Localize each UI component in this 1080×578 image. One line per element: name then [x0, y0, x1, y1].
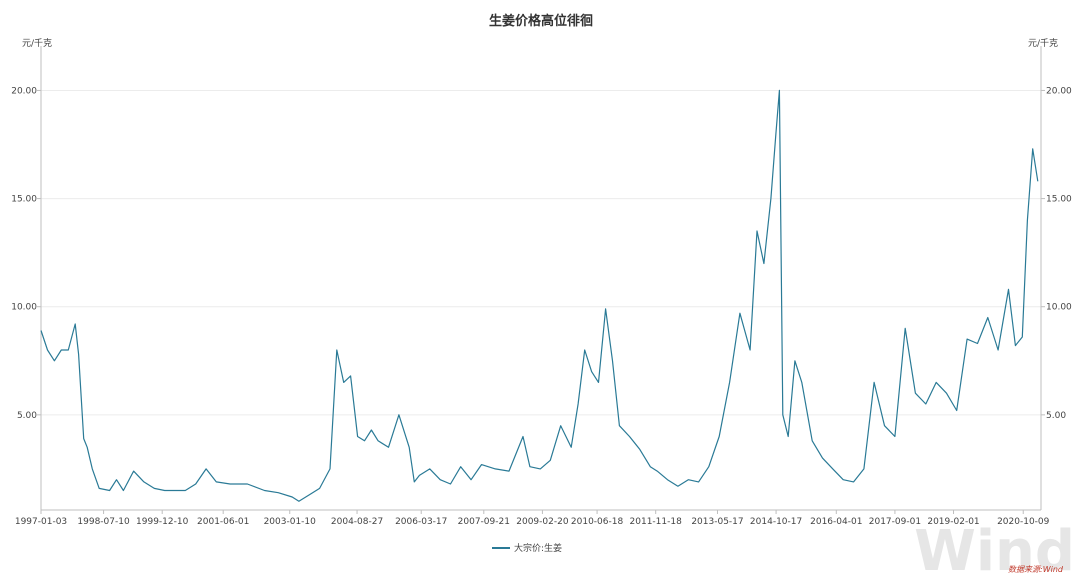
x-tick-labels: 1997-01-03 1998-07-10 1999-12-10 2001-06-01… — [15, 517, 1050, 527]
y-tick-label-right: 15.00 — [1046, 195, 1072, 205]
x-tick-label: 2013-05-17 — [691, 517, 743, 527]
y-tick-label-left: 15.00 — [11, 195, 37, 205]
series-line-ginger — [40, 89, 1039, 502]
x-tick-label: 1999-12-10 — [136, 517, 189, 527]
y-tick-label-left: 5.00 — [17, 411, 37, 421]
chart-title: 生姜价格高位徘徊 — [489, 13, 593, 29]
legend: 大宗价:生姜 — [492, 542, 562, 554]
x-tick-label: 2019-02-01 — [927, 517, 979, 527]
y-tick-label-right: 20.00 — [1046, 86, 1072, 96]
x-tick-label: 2007-09-21 — [458, 517, 510, 527]
legend-label: 大宗价:生姜 — [514, 542, 562, 554]
x-tick-label: 2009-02-20 — [516, 517, 569, 527]
left-y-tick-labels: 5.00 10.00 15.00 20.00 — [11, 86, 37, 420]
right-axis-unit: 元/千克 — [1028, 38, 1058, 49]
x-tick-label: 2020-10-09 — [997, 517, 1050, 527]
y-tick-label-right: 10.00 — [1046, 303, 1072, 313]
x-tick-label: 1997-01-03 — [15, 517, 67, 527]
source-note: 数据来源:Wind — [1008, 565, 1064, 574]
x-tick-label: 2003-01-10 — [264, 517, 317, 527]
y-tick-label-left: 10.00 — [11, 303, 37, 313]
x-tick-label: 1998-07-10 — [77, 517, 130, 527]
grid-lines — [41, 89, 1041, 416]
left-axis-unit: 元/千克 — [22, 38, 52, 49]
x-tick-label: 2014-10-17 — [750, 517, 802, 527]
y-tick-label-right: 5.00 — [1046, 411, 1066, 421]
axes — [37, 46, 1045, 514]
x-tick-label: 2017-09-01 — [869, 517, 921, 527]
y-tick-label-left: 20.00 — [11, 86, 37, 96]
x-tick-label: 2016-04-01 — [810, 517, 862, 527]
x-tick-label: 2004-08-27 — [331, 517, 383, 527]
x-tick-label: 2010-06-18 — [571, 517, 624, 527]
x-tick-label: 2001-06-01 — [197, 517, 249, 527]
x-tick-label: 2006-03-17 — [395, 517, 447, 527]
x-tick-label: 2011-11-18 — [630, 517, 683, 527]
watermark: Wind — [914, 519, 1075, 578]
right-y-tick-labels: 5.00 10.00 15.00 20.00 — [1046, 86, 1072, 420]
